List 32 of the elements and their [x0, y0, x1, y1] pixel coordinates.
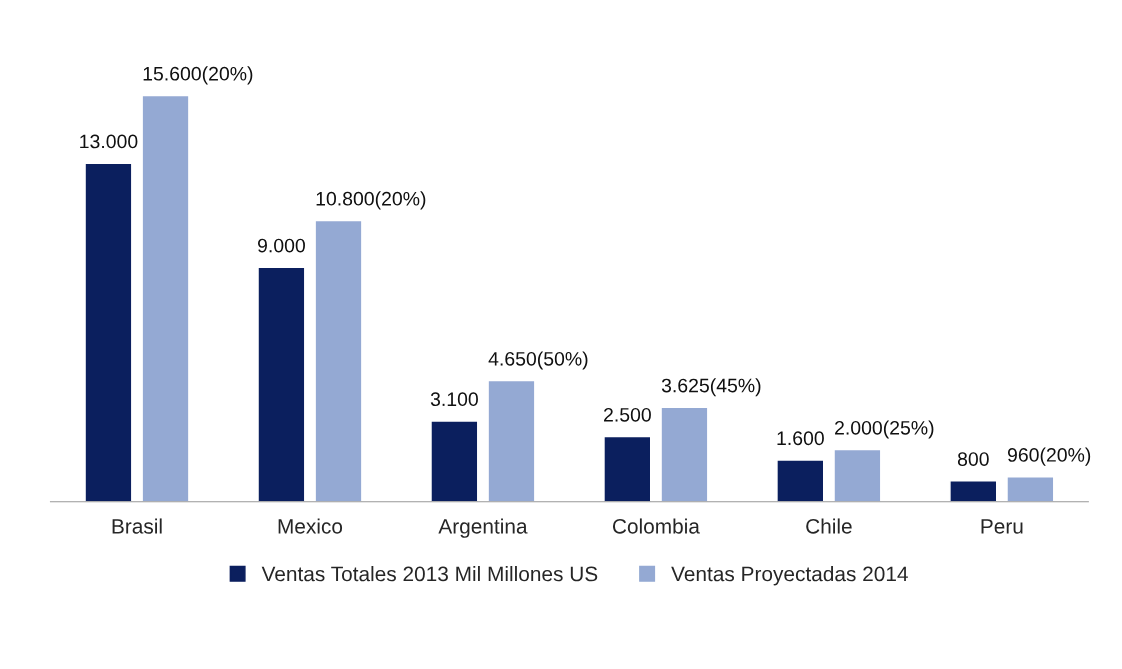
bar [1006, 476, 1055, 502]
data-label: 3.625(45%) [661, 378, 761, 397]
bar [487, 379, 536, 502]
bar [84, 162, 133, 502]
bar [141, 94, 190, 502]
x-tick-label: Colombia [612, 518, 700, 534]
data-label: 960(20%) [1007, 447, 1091, 466]
data-label: 800 [957, 452, 989, 466]
data-label: 15.600(20%) [143, 66, 253, 85]
bar [430, 420, 479, 502]
data-label: 2.500 [604, 407, 651, 422]
data-label: 3.100 [430, 392, 478, 407]
data-label: 13.000 [80, 134, 138, 149]
legend-label: Ventas Totales 2013 Mil Millones US [261, 565, 598, 582]
bar [776, 459, 825, 502]
bar [603, 435, 652, 502]
x-tick-label: Brasil [112, 518, 162, 534]
data-label: 10.800(20%) [316, 191, 426, 210]
bar [833, 448, 882, 502]
data-label: 1.600 [777, 431, 824, 446]
x-tick-label: Chile [806, 518, 852, 534]
data-label: 4.650(50%) [488, 351, 588, 370]
legend-label: Ventas Proyectadas 2014 [671, 565, 908, 586]
bar [949, 480, 998, 502]
x-tick-label: Argentina [438, 518, 528, 538]
x-tick-label: Mexico [278, 518, 343, 534]
data-label: 9.000 [258, 238, 305, 253]
x-tick-label: Peru [981, 519, 1023, 534]
bar [257, 266, 306, 502]
bar [660, 406, 709, 502]
bar [314, 219, 363, 502]
data-label: 2.000(25%) [835, 420, 934, 439]
